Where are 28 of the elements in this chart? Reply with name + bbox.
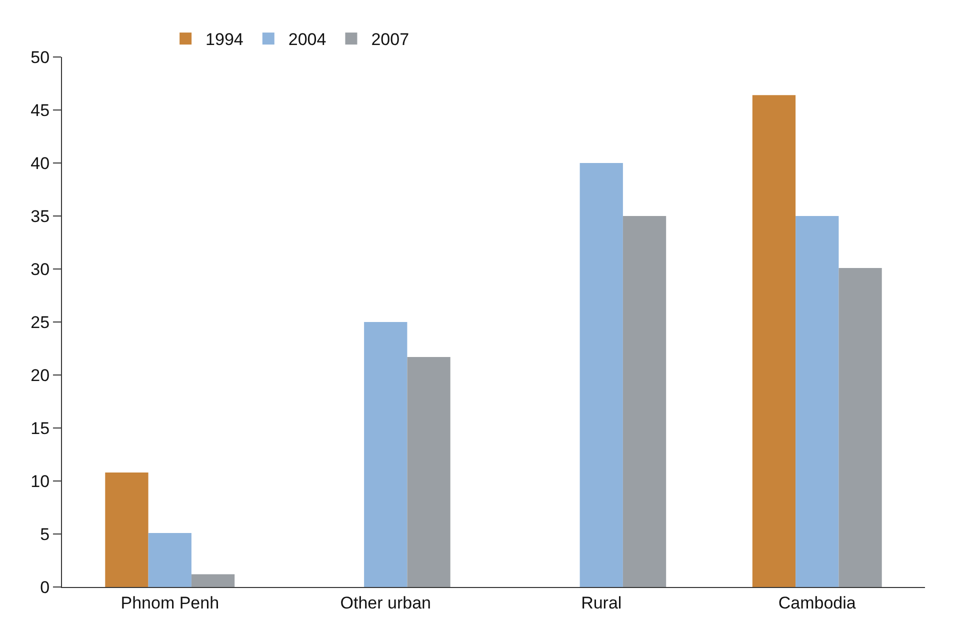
x-tick-label: Rural xyxy=(581,593,622,612)
x-tick-label: Other urban xyxy=(340,593,431,612)
y-tick-label: 15 xyxy=(30,418,50,438)
bar xyxy=(191,574,235,587)
y-tick-label: 45 xyxy=(30,100,50,120)
y-tick-label: 35 xyxy=(30,206,50,226)
y-tick-label: 5 xyxy=(40,524,50,544)
bar xyxy=(105,472,148,587)
bar xyxy=(580,163,623,587)
y-tick-label: 40 xyxy=(30,154,50,173)
y-tick-label: 50 xyxy=(30,48,50,67)
bar xyxy=(796,216,839,587)
y-tick-label: 25 xyxy=(30,312,50,332)
bar xyxy=(752,95,796,587)
bar xyxy=(364,322,408,587)
bar xyxy=(622,216,666,587)
legend-label: 1994 xyxy=(206,30,244,50)
y-tick-label: 0 xyxy=(40,578,50,597)
y-tick-label: 10 xyxy=(30,472,50,491)
bar xyxy=(838,268,882,587)
y-tick-label: 20 xyxy=(30,366,50,385)
legend-label: 2004 xyxy=(288,30,326,50)
bar xyxy=(148,532,192,587)
bar xyxy=(407,356,450,587)
y-tick-label: 30 xyxy=(30,260,50,279)
legend-label: 2007 xyxy=(371,30,410,50)
x-tick-label: Cambodia xyxy=(778,593,856,612)
x-tick-label: Phnom Penh xyxy=(120,593,220,612)
